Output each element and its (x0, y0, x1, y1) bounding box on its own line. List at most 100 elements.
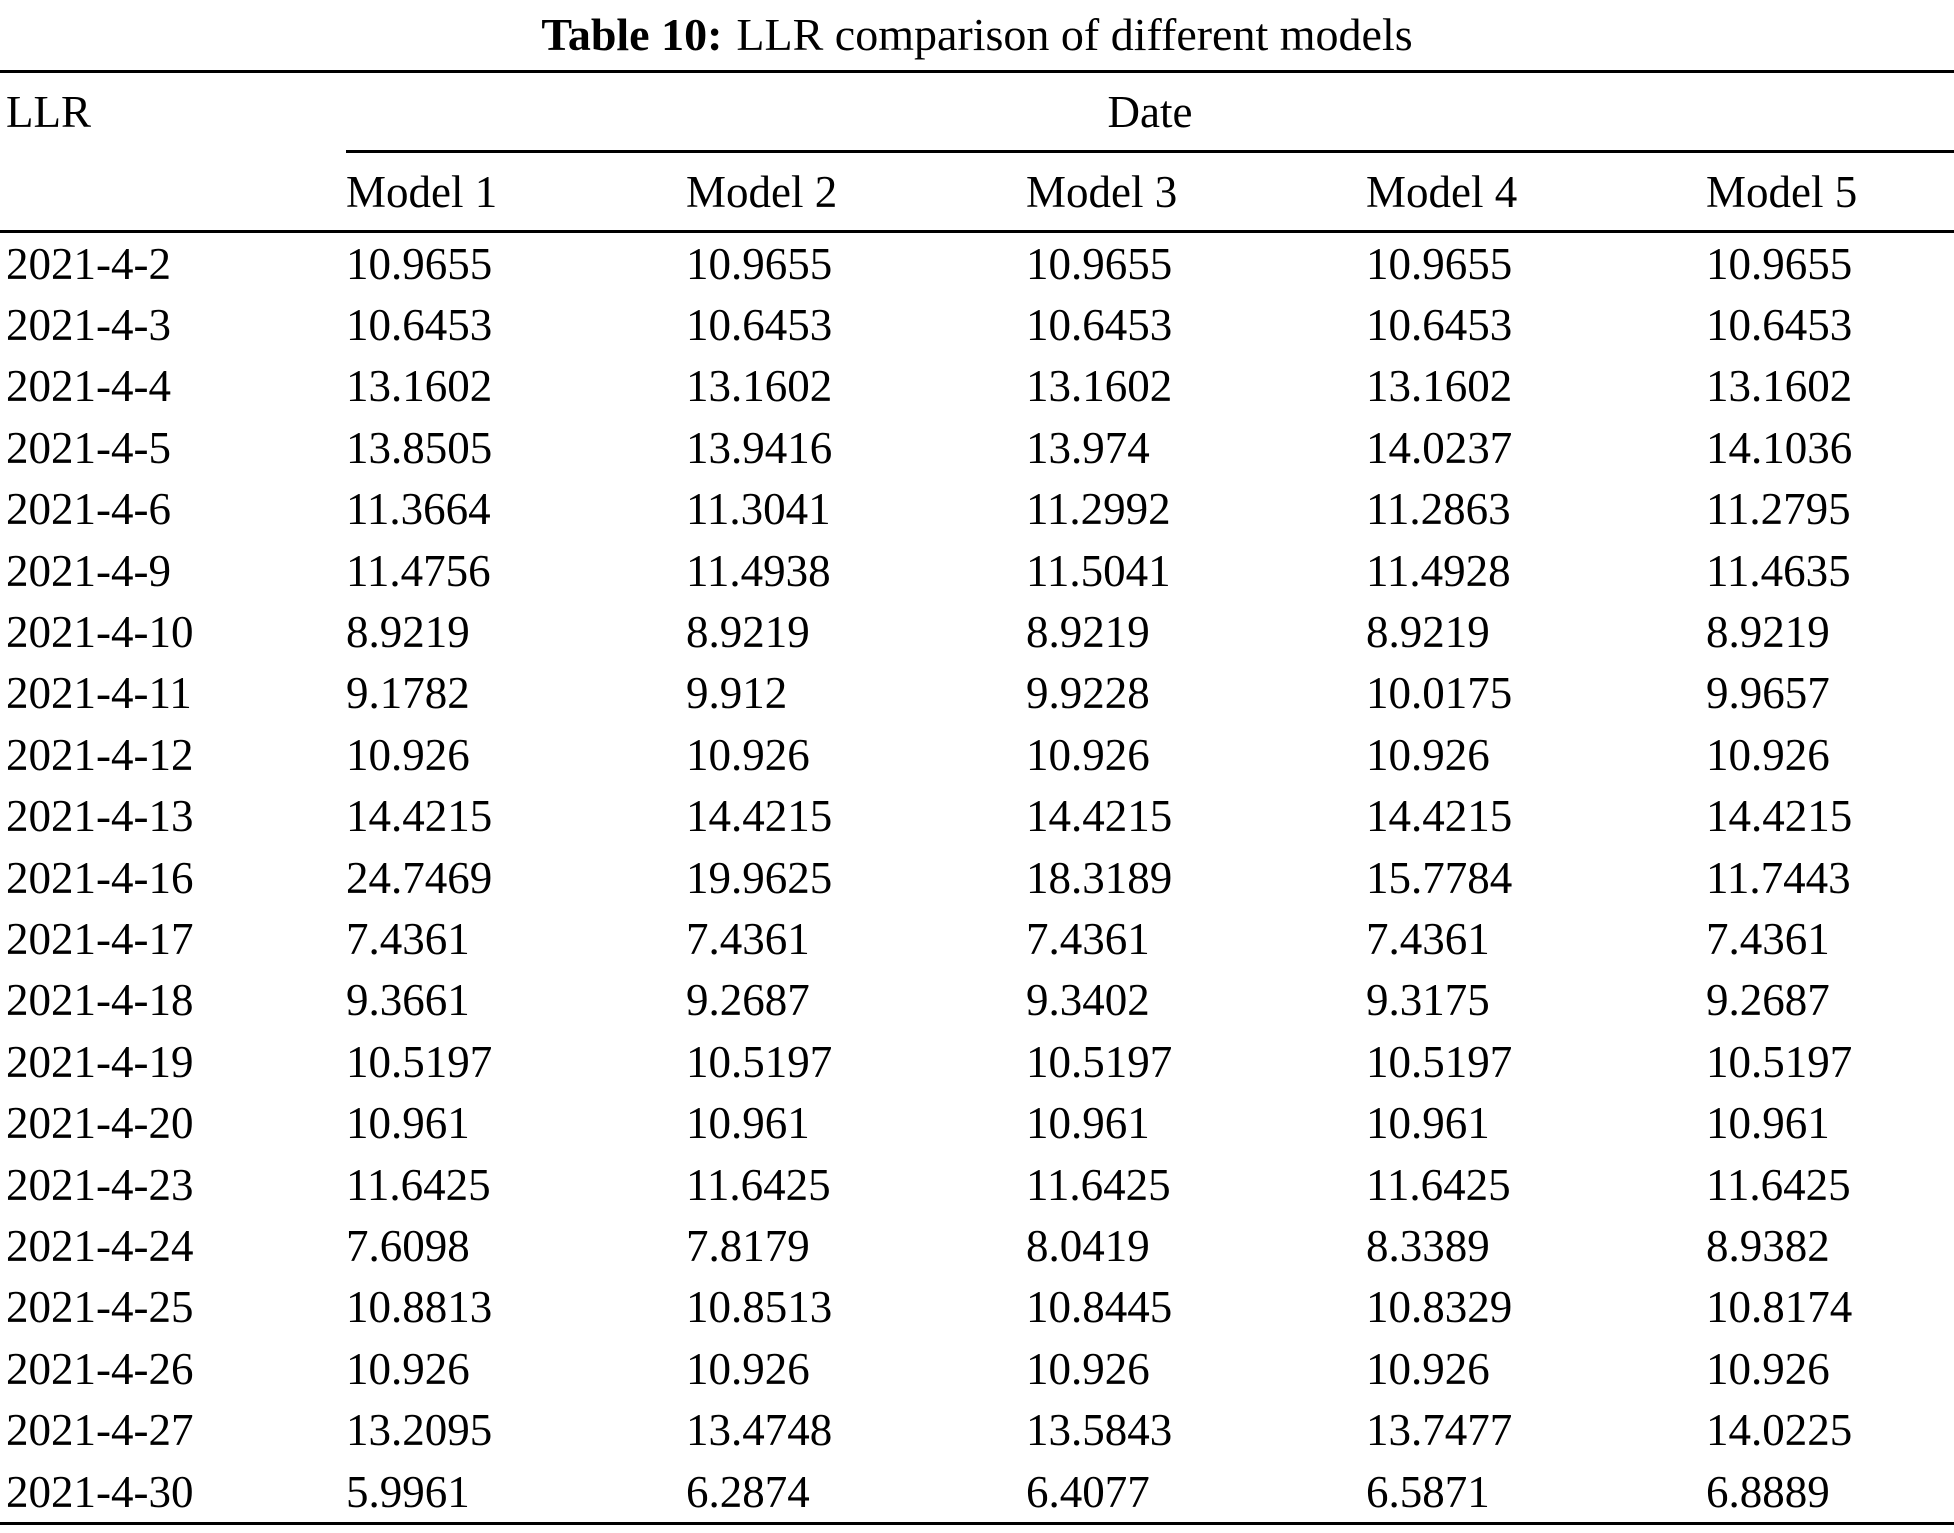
llr-value-cell-model-3: 11.5041 (1026, 545, 1171, 596)
llr-value-cell-model-4: 15.7784 (1366, 852, 1513, 903)
llr-value-cell-model-3: 9.3402 (1026, 975, 1150, 1026)
llr-value-cell-model-2: 13.1602 (686, 361, 833, 412)
table-row: 2021-4-5 13.8505 13.9416 13.974 14.0237 14.10… (0, 417, 1954, 478)
table-row: 2021-4-6 11.3664 11.3041 11.2992 11.2863 11.2… (0, 479, 1954, 540)
date-cell: 2021-4-5 (6, 422, 171, 473)
llr-value-cell-model-4: 10.926 (1366, 1343, 1490, 1394)
llr-value-cell-model-5: 10.5197 (1706, 1036, 1853, 1087)
date-cell: 2021-4-2 (6, 238, 171, 289)
llr-value-cell-model-4: 10.5197 (1366, 1036, 1513, 1087)
table-row: 2021-4-16 24.7469 19.9625 18.3189 15.7784 11.… (0, 847, 1954, 908)
llr-value-cell-model-5: 11.2795 (1706, 484, 1851, 535)
date-cell: 2021-4-19 (6, 1036, 194, 1087)
llr-value-cell-model-3: 9.9228 (1026, 668, 1150, 719)
date-cell: 2021-4-6 (6, 484, 171, 535)
llr-value-cell-model-3: 8.9219 (1026, 607, 1150, 658)
llr-value-cell-model-1: 11.4756 (346, 545, 491, 596)
table-row: 2021-4-11 9.1782 9.912 9.9228 10.0175 9.9657 (0, 663, 1954, 724)
llr-value-cell-model-4: 10.8329 (1366, 1282, 1513, 1333)
llr-value-cell-model-1: 8.9219 (346, 607, 470, 658)
column-header-model-4: Model 4 (1366, 166, 1518, 217)
date-cell: 2021-4-24 (6, 1220, 194, 1271)
llr-value-cell-model-4: 9.3175 (1366, 975, 1490, 1026)
table-row: 2021-4-4 13.1602 13.1602 13.1602 13.1602 13.1… (0, 356, 1954, 417)
llr-value-cell-model-2: 11.3041 (686, 484, 831, 535)
llr-value-cell-model-5: 9.2687 (1706, 975, 1830, 1026)
llr-value-cell-model-2: 14.4215 (686, 791, 833, 842)
llr-value-cell-model-1: 10.926 (346, 729, 470, 780)
table-row: 2021-4-2 10.9655 10.9655 10.9655 10.9655 10.9… (0, 233, 1954, 294)
table-group-header-row: LLR Date (0, 73, 1954, 150)
table-row: 2021-4-9 11.4756 11.4938 11.5041 11.4928 11.4… (0, 540, 1954, 601)
llr-value-cell-model-4: 6.5871 (1366, 1466, 1490, 1517)
llr-value-cell-model-4: 14.4215 (1366, 791, 1513, 842)
table-row: 2021-4-13 14.4215 14.4215 14.4215 14.4215 14.… (0, 786, 1954, 847)
llr-value-cell-model-5: 13.1602 (1706, 361, 1853, 412)
llr-value-cell-model-5: 10.926 (1706, 729, 1830, 780)
llr-value-cell-model-1: 14.4215 (346, 791, 493, 842)
llr-value-cell-model-1: 11.6425 (346, 1159, 491, 1210)
llr-value-cell-model-4: 7.4361 (1366, 913, 1490, 964)
llr-value-cell-model-2: 8.9219 (686, 607, 810, 658)
date-cell: 2021-4-3 (6, 300, 171, 351)
column-group-label: Date (1107, 86, 1193, 137)
llr-value-cell-model-2: 10.8513 (686, 1282, 833, 1333)
table-row: 2021-4-26 10.926 10.926 10.926 10.926 10.926 (0, 1338, 1954, 1399)
date-cell: 2021-4-12 (6, 729, 194, 780)
llr-value-cell-model-3: 13.1602 (1026, 361, 1173, 412)
row-header-label: LLR (6, 86, 91, 137)
llr-value-cell-model-4: 11.6425 (1366, 1159, 1511, 1210)
llr-value-cell-model-1: 10.5197 (346, 1036, 493, 1087)
table-caption-text: LLR comparison of different models (736, 9, 1413, 60)
llr-value-cell-model-1: 10.9655 (346, 238, 493, 289)
llr-value-cell-model-3: 6.4077 (1026, 1466, 1150, 1517)
table-row: 2021-4-19 10.5197 10.5197 10.5197 10.5197 10.… (0, 1031, 1954, 1092)
llr-value-cell-model-1: 24.7469 (346, 852, 493, 903)
llr-value-cell-model-5: 11.6425 (1706, 1159, 1851, 1210)
llr-value-cell-model-2: 11.6425 (686, 1159, 831, 1210)
llr-value-cell-model-2: 13.9416 (686, 422, 833, 473)
column-group-rule-row (0, 150, 1954, 153)
llr-value-cell-model-1: 10.961 (346, 1098, 470, 1149)
llr-value-cell-model-3: 10.9655 (1026, 238, 1173, 289)
llr-value-cell-model-4: 10.6453 (1366, 300, 1513, 351)
llr-value-cell-model-2: 9.912 (686, 668, 788, 719)
llr-value-cell-model-1: 13.8505 (346, 422, 493, 473)
date-cell: 2021-4-25 (6, 1282, 194, 1333)
table-bottom-rule (0, 1522, 1954, 1526)
llr-value-cell-model-3: 7.4361 (1026, 913, 1150, 964)
llr-value-cell-model-1: 9.3661 (346, 975, 470, 1026)
column-header-model-3: Model 3 (1026, 166, 1178, 217)
date-cell: 2021-4-10 (6, 607, 194, 658)
llr-value-cell-model-5: 10.9655 (1706, 238, 1853, 289)
table-row: 2021-4-25 10.8813 10.8513 10.8445 10.8329 10.… (0, 1277, 1954, 1338)
date-cell: 2021-4-27 (6, 1405, 194, 1456)
llr-value-cell-model-4: 13.7477 (1366, 1405, 1513, 1456)
table-caption-label: Table 10: (541, 9, 723, 60)
date-cell: 2021-4-11 (6, 668, 192, 719)
table-row: 2021-4-23 11.6425 11.6425 11.6425 11.6425 11.… (0, 1154, 1954, 1215)
llr-value-cell-model-5: 6.8889 (1706, 1466, 1830, 1517)
llr-value-cell-model-3: 8.0419 (1026, 1220, 1150, 1271)
llr-value-cell-model-5: 11.7443 (1706, 852, 1851, 903)
llr-value-cell-model-3: 10.6453 (1026, 300, 1173, 351)
column-group-rule (346, 150, 1954, 153)
llr-value-cell-model-2: 9.2687 (686, 975, 810, 1026)
llr-value-cell-model-5: 8.9382 (1706, 1220, 1830, 1271)
table-caption: Table 10: LLR comparison of different mod… (0, 8, 1954, 70)
llr-value-cell-model-1: 10.8813 (346, 1282, 493, 1333)
table-row: 2021-4-20 10.961 10.961 10.961 10.961 10.961 (0, 1092, 1954, 1153)
llr-value-cell-model-1: 10.6453 (346, 300, 493, 351)
llr-value-cell-model-3: 10.5197 (1026, 1036, 1173, 1087)
llr-value-cell-model-4: 8.9219 (1366, 607, 1490, 658)
llr-value-cell-model-3: 10.8445 (1026, 1282, 1173, 1333)
llr-value-cell-model-1: 7.4361 (346, 913, 470, 964)
llr-value-cell-model-4: 10.0175 (1366, 668, 1513, 719)
llr-value-cell-model-5: 11.4635 (1706, 545, 1851, 596)
llr-value-cell-model-1: 7.6098 (346, 1220, 470, 1271)
llr-value-cell-model-5: 8.9219 (1706, 607, 1830, 658)
llr-value-cell-model-3: 10.961 (1026, 1098, 1150, 1149)
table-row: 2021-4-30 5.9961 6.2874 6.4077 6.5871 6.8889 (0, 1461, 1954, 1522)
table-row: 2021-4-12 10.926 10.926 10.926 10.926 10.926 (0, 724, 1954, 785)
date-cell: 2021-4-17 (6, 913, 194, 964)
